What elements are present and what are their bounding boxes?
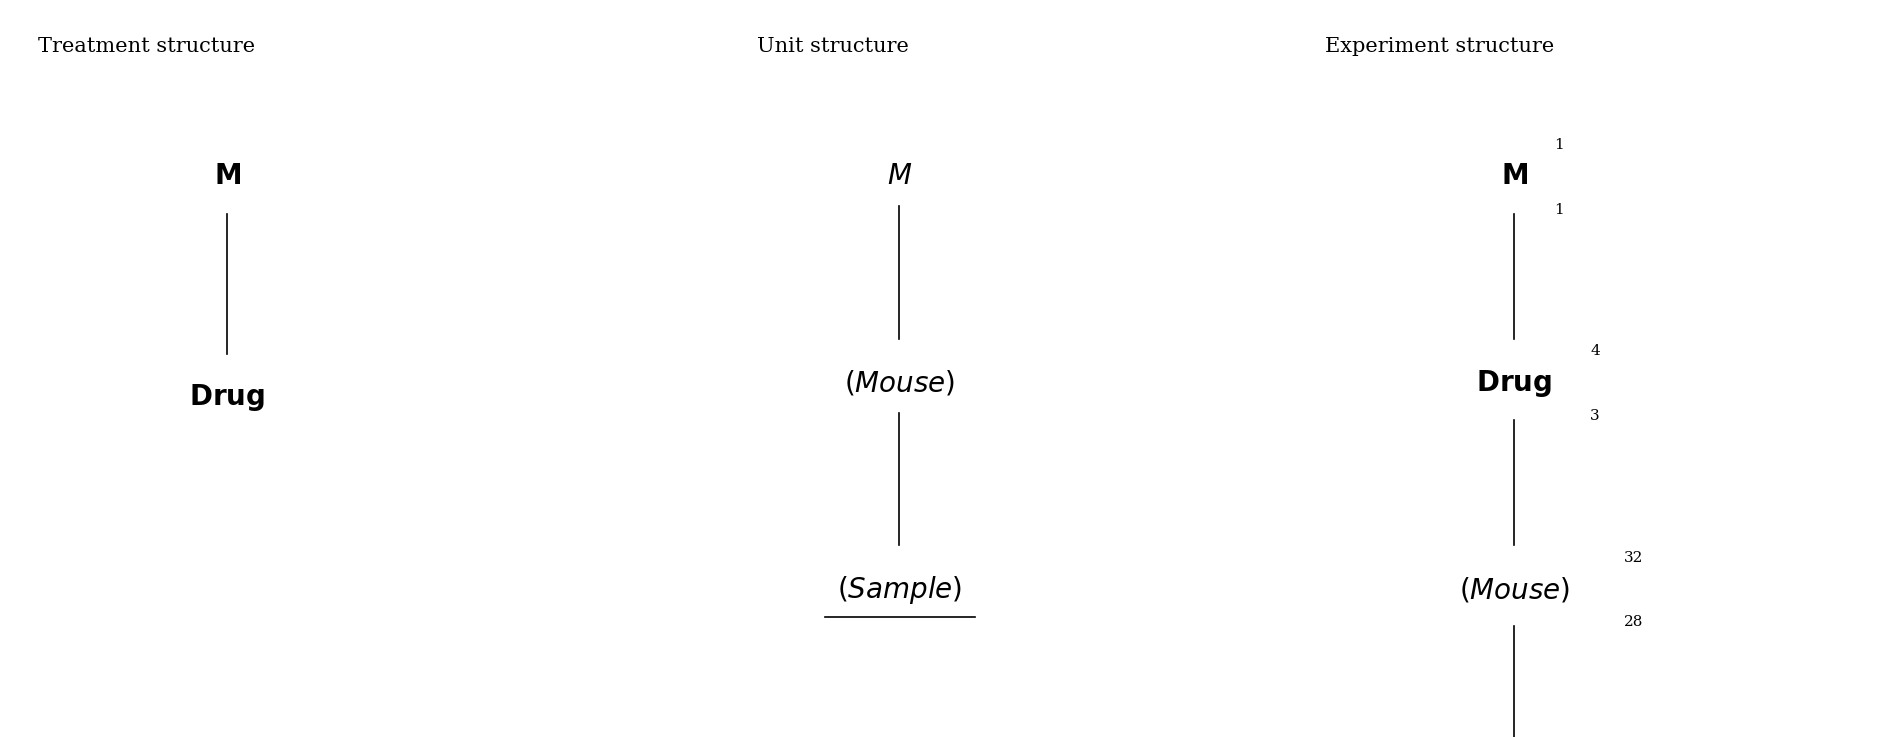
- Text: 1: 1: [1554, 203, 1564, 217]
- Text: 3: 3: [1590, 409, 1600, 423]
- Text: $M$: $M$: [886, 164, 912, 190]
- Text: $\mathbf{Drug}$: $\mathbf{Drug}$: [1477, 368, 1552, 399]
- Text: 32: 32: [1624, 551, 1643, 565]
- Text: $(\mathit{Mouse})$: $(\mathit{Mouse})$: [1460, 575, 1569, 604]
- Text: $\mathbf{Drug}$: $\mathbf{Drug}$: [189, 383, 265, 413]
- Text: Experiment structure: Experiment structure: [1325, 37, 1554, 56]
- Text: Treatment structure: Treatment structure: [38, 37, 256, 56]
- Text: $\mathbf{M}$: $\mathbf{M}$: [1501, 164, 1528, 190]
- Text: Unit structure: Unit structure: [757, 37, 909, 56]
- Text: 28: 28: [1624, 615, 1643, 629]
- Text: 1: 1: [1554, 138, 1564, 152]
- Text: $(\mathit{Sample})$: $(\mathit{Sample})$: [837, 573, 962, 606]
- Text: 4: 4: [1590, 344, 1600, 358]
- Text: $\mathbf{M}$: $\mathbf{M}$: [214, 164, 240, 190]
- Text: $(\mathit{Mouse})$: $(\mathit{Mouse})$: [844, 368, 954, 398]
